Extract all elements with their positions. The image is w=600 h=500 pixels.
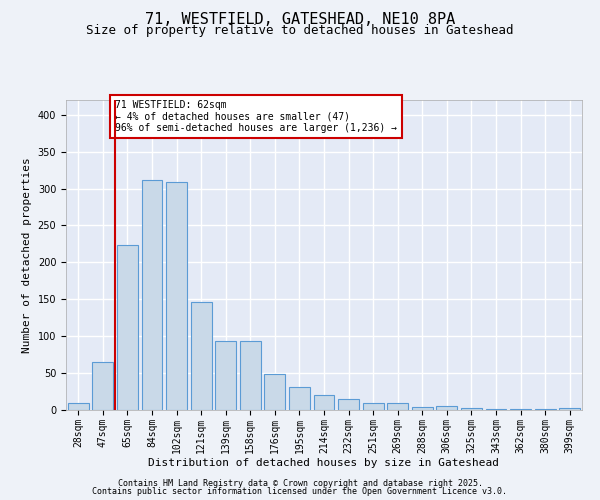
- Bar: [240, 342, 261, 410]
- Bar: [117, 244, 138, 410]
- Text: Contains public sector information licensed under the Open Government Licence v3: Contains public sector information licen…: [92, 487, 508, 496]
- Bar: [412, 407, 433, 410]
- Bar: [436, 406, 457, 410]
- Text: 71, WESTFIELD, GATESHEAD, NE10 8PA: 71, WESTFIELD, GATESHEAD, NE10 8PA: [145, 12, 455, 28]
- Bar: [265, 374, 286, 410]
- Bar: [535, 408, 556, 410]
- Text: Contains HM Land Registry data © Crown copyright and database right 2025.: Contains HM Land Registry data © Crown c…: [118, 478, 482, 488]
- X-axis label: Distribution of detached houses by size in Gateshead: Distribution of detached houses by size …: [149, 458, 499, 468]
- Bar: [338, 399, 359, 410]
- Bar: [289, 387, 310, 410]
- Bar: [68, 404, 89, 410]
- Bar: [166, 182, 187, 410]
- Bar: [314, 395, 334, 410]
- Text: 71 WESTFIELD: 62sqm
← 4% of detached houses are smaller (47)
96% of semi-detache: 71 WESTFIELD: 62sqm ← 4% of detached hou…: [115, 100, 397, 133]
- Text: Size of property relative to detached houses in Gateshead: Size of property relative to detached ho…: [86, 24, 514, 37]
- Bar: [387, 402, 408, 410]
- Y-axis label: Number of detached properties: Number of detached properties: [22, 157, 32, 353]
- Bar: [461, 408, 482, 410]
- Bar: [92, 362, 113, 410]
- Bar: [142, 180, 163, 410]
- Bar: [559, 408, 580, 410]
- Bar: [485, 408, 506, 410]
- Bar: [215, 342, 236, 410]
- Bar: [191, 302, 212, 410]
- Bar: [362, 402, 383, 410]
